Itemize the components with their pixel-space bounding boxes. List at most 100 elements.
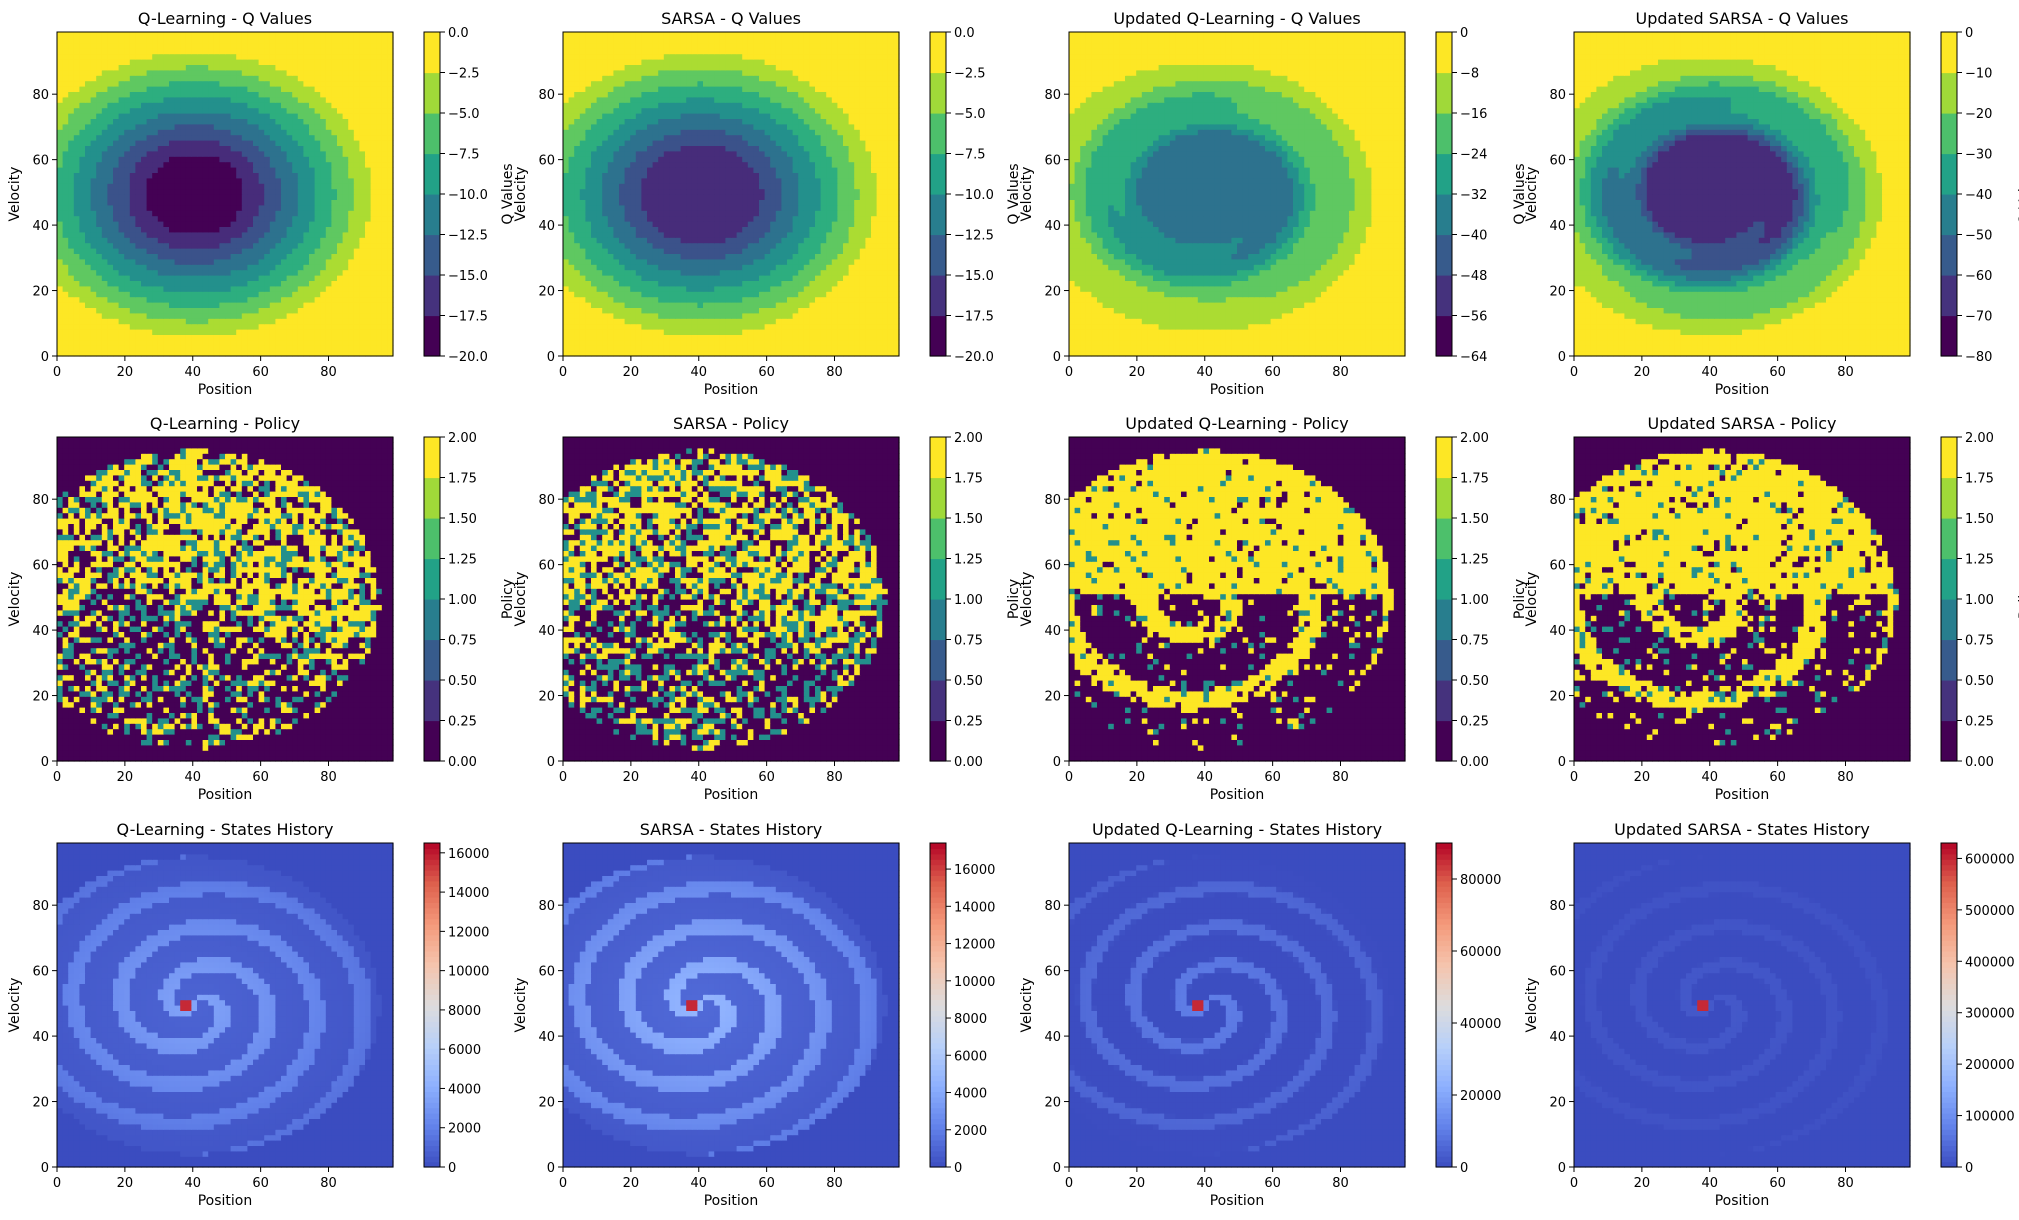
heatmap-cell xyxy=(286,42,293,49)
heatmap-cell xyxy=(236,145,243,152)
heatmap-cell xyxy=(79,145,86,152)
heatmap-cell xyxy=(770,312,777,319)
heatmap-cell xyxy=(585,258,592,265)
heatmap-cell xyxy=(314,37,321,44)
heatmap-cell xyxy=(96,323,103,330)
heatmap-cell xyxy=(79,280,86,287)
heatmap-cell xyxy=(118,194,125,200)
heatmap-cell xyxy=(359,118,366,125)
heatmap-cell xyxy=(96,280,103,287)
heatmap-cell xyxy=(236,334,243,341)
heatmap-cell xyxy=(96,86,103,92)
heatmap-cell xyxy=(286,32,293,38)
heatmap-cell xyxy=(281,345,288,352)
heatmap-cell xyxy=(893,350,900,357)
heatmap-cell xyxy=(225,32,232,38)
heatmap-cell xyxy=(619,280,626,287)
heatmap-cell xyxy=(579,248,586,254)
heatmap-cell xyxy=(568,264,575,271)
heatmap-cell xyxy=(241,80,248,87)
heatmap-cell xyxy=(887,237,894,244)
heatmap-cell xyxy=(163,107,170,114)
heatmap-cell xyxy=(141,318,148,325)
heatmap-cell xyxy=(152,329,159,335)
heatmap-cell xyxy=(113,248,120,254)
heatmap-cell xyxy=(68,145,75,152)
heatmap-cell xyxy=(135,150,142,157)
heatmap-cell xyxy=(630,323,637,330)
heatmap-cell xyxy=(180,334,187,341)
heatmap-cell xyxy=(658,231,665,238)
heatmap-cell xyxy=(815,296,822,303)
heatmap-cell xyxy=(101,69,108,76)
heatmap-cell xyxy=(325,285,332,292)
heatmap-cell xyxy=(281,312,288,319)
heatmap-cell xyxy=(882,318,889,325)
heatmap-cell xyxy=(337,96,344,103)
heatmap-cell xyxy=(619,318,626,325)
heatmap-cell xyxy=(62,334,69,341)
heatmap-cell xyxy=(658,242,665,249)
heatmap-cell xyxy=(353,280,360,287)
heatmap-cell xyxy=(208,183,215,190)
heatmap-cell xyxy=(85,69,92,76)
heatmap-cell xyxy=(348,53,355,60)
heatmap-cell xyxy=(79,318,86,325)
heatmap-cell xyxy=(376,345,383,352)
heatmap-cell xyxy=(359,102,366,109)
heatmap-cell xyxy=(365,226,372,233)
heatmap-cell xyxy=(331,199,338,206)
heatmap-cell xyxy=(180,323,187,330)
heatmap-cell xyxy=(118,237,125,244)
heatmap-cell xyxy=(635,345,642,352)
heatmap-cell xyxy=(876,291,883,298)
heatmap-cell xyxy=(596,285,603,292)
heatmap-cell xyxy=(79,258,86,265)
heatmap-cell xyxy=(90,53,97,60)
heatmap-cell xyxy=(129,215,136,222)
heatmap-cell xyxy=(253,161,260,168)
heatmap-cell xyxy=(747,280,754,287)
heatmap-cell xyxy=(376,161,383,168)
heatmap-cell xyxy=(213,59,220,65)
heatmap-cell xyxy=(353,48,360,55)
heatmap-cell xyxy=(714,264,721,271)
heatmap-cell xyxy=(652,323,659,330)
heatmap-cell xyxy=(197,248,204,254)
heatmap-cell xyxy=(320,258,327,265)
heatmap-cell xyxy=(820,237,827,244)
heatmap-cell xyxy=(619,242,626,249)
heatmap-cell xyxy=(820,296,827,303)
heatmap-cell xyxy=(859,318,866,325)
heatmap-cell xyxy=(809,248,816,254)
heatmap-cell xyxy=(798,269,805,276)
heatmap-cell xyxy=(275,134,282,141)
heatmap-cell xyxy=(381,312,388,319)
heatmap-cell xyxy=(241,75,248,82)
heatmap-cell xyxy=(174,48,181,55)
heatmap-cell xyxy=(269,204,276,211)
heatmap-cell xyxy=(759,291,766,298)
heatmap-cell xyxy=(169,210,176,217)
heatmap-cell xyxy=(747,312,754,319)
heatmap-cell xyxy=(62,248,69,254)
heatmap-cell xyxy=(152,215,159,222)
colorbar-segment xyxy=(424,234,440,276)
heatmap-cell xyxy=(275,350,282,357)
heatmap-cell xyxy=(135,269,142,276)
heatmap-cell xyxy=(79,264,86,271)
heatmap-cell xyxy=(101,172,108,179)
heatmap-cell xyxy=(591,312,598,319)
heatmap-cell xyxy=(381,172,388,179)
heatmap-cell xyxy=(691,296,698,303)
heatmap-cell xyxy=(348,210,355,217)
heatmap-cell xyxy=(141,280,148,287)
heatmap-cell xyxy=(297,188,304,195)
heatmap-cell xyxy=(163,188,170,195)
heatmap-cell xyxy=(381,118,388,125)
heatmap-cell xyxy=(124,102,131,109)
heatmap-cell xyxy=(675,248,682,254)
heatmap-cell xyxy=(764,248,771,254)
heatmap-cell xyxy=(736,307,743,314)
